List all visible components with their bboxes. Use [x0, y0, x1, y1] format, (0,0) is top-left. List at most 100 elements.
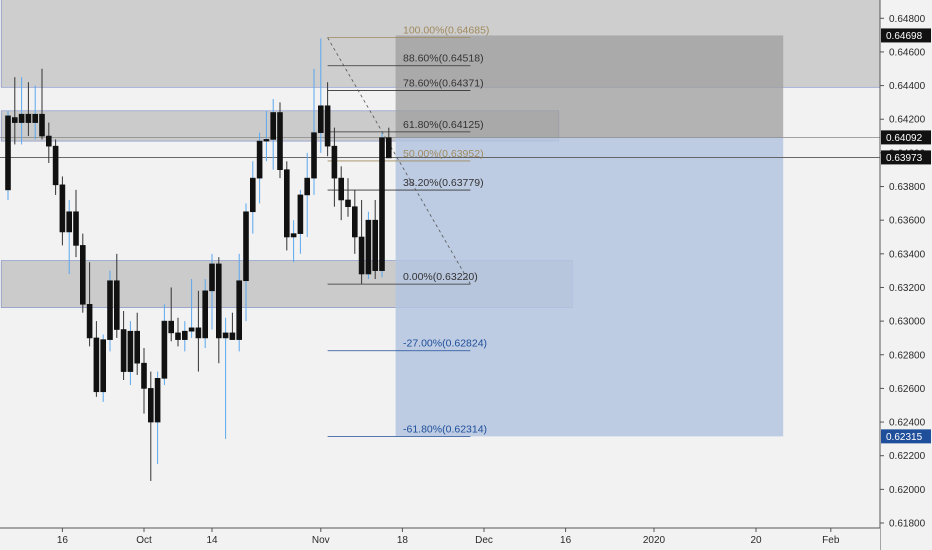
- price-tick-label: 0.64800: [889, 14, 926, 25]
- candle-body: [161, 320, 168, 379]
- candle-body: [229, 332, 236, 340]
- candle-body: [236, 280, 242, 340]
- price-tick-label: 0.64600: [889, 47, 926, 58]
- candle-body: [12, 117, 18, 123]
- candle-body: [243, 211, 249, 282]
- candle-body: [351, 206, 358, 238]
- fib-level-label-5: 50.00%(0.63952): [403, 148, 484, 160]
- candle-body: [175, 332, 181, 340]
- time-axis[interactable]: 16 Oct 14 Nov 18 Dec 16 2020 20 Feb: [0, 527, 880, 550]
- time-tick-label: Dec: [475, 535, 493, 546]
- candles-layer: [5, 38, 392, 481]
- candle-body: [168, 320, 174, 334]
- price-tick-label: 0.62000: [889, 485, 926, 496]
- time-tick-label: Nov: [312, 535, 330, 546]
- price-tick-label: 0.63600: [889, 216, 926, 227]
- price-tick-label: 0.64200: [889, 115, 926, 126]
- time-tick-label: 2020: [643, 535, 666, 546]
- price-axis[interactable]: 0.648000.646000.644000.642000.640000.638…: [879, 0, 932, 550]
- price-tick-label: 0.63200: [889, 283, 926, 294]
- time-tick-label: 14: [206, 535, 218, 546]
- candle-body: [120, 329, 127, 372]
- candle-body: [331, 145, 338, 179]
- candle-body: [114, 280, 120, 330]
- candle-body: [358, 236, 365, 275]
- candle-body: [100, 339, 106, 393]
- price-tick-label: 0.62400: [889, 418, 926, 429]
- time-tick-label: 16: [560, 535, 572, 546]
- price-tag-label-1: 0.64092: [886, 133, 923, 144]
- price-tick-label: 0.62800: [889, 350, 926, 361]
- position-tool[interactable]: [395, 35, 784, 437]
- price-tick-label: 0.63800: [889, 182, 926, 193]
- fib-level-label-7: 0.00%(0.63220): [403, 271, 478, 283]
- price-axis-background: [880, 0, 932, 550]
- candle-body: [311, 132, 317, 179]
- candle-body: [86, 303, 93, 339]
- fib-level-label-9: -61.80%(0.62314): [403, 424, 487, 436]
- candle-body: [188, 327, 195, 332]
- candle-body: [39, 113, 45, 137]
- fib-level-label-4: 61.80%(0.64125): [403, 119, 484, 131]
- price-tick-label: 0.64400: [889, 81, 926, 92]
- time-tick-label: Oct: [136, 535, 152, 546]
- candle-body: [25, 113, 32, 123]
- candle-body: [18, 113, 25, 123]
- candle-body: [52, 145, 59, 186]
- candle-body: [141, 362, 147, 389]
- candle-body: [256, 140, 263, 179]
- price-tag-label-3: 0.62315: [886, 432, 923, 443]
- candle-body: [270, 112, 277, 140]
- candle-body: [59, 184, 66, 233]
- candle-body: [290, 233, 297, 238]
- candle-body: [385, 137, 392, 159]
- price-tick-label: 0.63000: [889, 317, 926, 328]
- candle-body: [107, 280, 113, 340]
- price-tag-1: [881, 130, 931, 145]
- price-tag-3: [881, 429, 931, 444]
- candle-body: [154, 378, 161, 423]
- position-reward-zone[interactable]: [395, 137, 784, 437]
- price-tick-label: 0.63400: [889, 249, 926, 260]
- candle-body: [304, 177, 311, 196]
- position-risk-zone[interactable]: [395, 35, 784, 138]
- candle-body: [148, 388, 154, 423]
- candle-body: [93, 337, 100, 393]
- price-tick-label: 0.61800: [889, 519, 926, 530]
- candle-body: [32, 113, 39, 123]
- fib-level-label-8: -27.00%(0.62824): [403, 338, 487, 350]
- candle-body: [338, 177, 345, 201]
- price-tag-label-2: 0.63973: [886, 153, 923, 164]
- fibonacci-labels: 120.00%(0.64978)100.00%(0.64685)88.60%(0…: [403, 25, 489, 436]
- candle-body: [372, 219, 379, 271]
- candle-body: [182, 330, 188, 340]
- candle-body: [202, 290, 208, 339]
- price-tick-label: 0.62200: [889, 451, 926, 462]
- price-tick-label: 0.62600: [889, 384, 926, 395]
- fib-level-label-3: 78.60%(0.64371): [403, 77, 484, 89]
- price-tag-label-0: 0.64698: [886, 31, 923, 42]
- fib-level-label-2: 88.60%(0.64518): [403, 53, 484, 65]
- candle-body: [66, 211, 72, 233]
- candle-body: [127, 330, 134, 372]
- time-tick-label: 20: [750, 535, 762, 546]
- price-tag-2: [881, 150, 931, 165]
- horizontal-lines: [0, 136, 880, 158]
- fib-level-label-1: 100.00%(0.64685): [403, 25, 489, 37]
- fib-level-label-6: 38.20%(0.63779): [403, 177, 484, 189]
- time-axis-background: [0, 528, 880, 550]
- candle-body: [297, 194, 304, 234]
- price-tag-0: [881, 28, 931, 43]
- candle-body: [73, 211, 79, 246]
- candle-body: [5, 115, 11, 191]
- candle-body: [317, 105, 324, 133]
- candle-body: [45, 135, 52, 147]
- time-tick-label: Feb: [822, 535, 840, 546]
- candle-body: [365, 219, 372, 275]
- candle-body: [263, 139, 270, 142]
- time-tick-label: 16: [57, 535, 69, 546]
- candle-body: [195, 327, 202, 339]
- candle-body: [216, 263, 222, 339]
- fibonacci-retracement[interactable]: [327, 0, 471, 437]
